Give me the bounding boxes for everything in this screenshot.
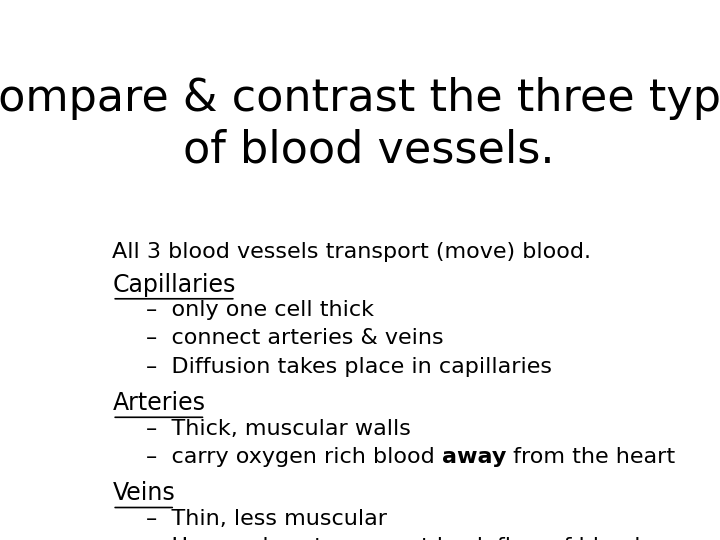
Text: Arteries: Arteries: [112, 391, 205, 415]
Text: away: away: [441, 447, 506, 467]
Text: –  only one cell thick: – only one cell thick: [145, 300, 374, 320]
Text: All 3 blood vessels transport (move) blood.: All 3 blood vessels transport (move) blo…: [112, 241, 591, 261]
Text: –  Thick, muscular walls: – Thick, muscular walls: [145, 418, 410, 438]
Text: –  Have valves to prevent back flow of blood: – Have valves to prevent back flow of bl…: [145, 537, 640, 540]
Text: Capillaries: Capillaries: [112, 273, 235, 296]
Text: –  Diffusion takes place in capillaries: – Diffusion takes place in capillaries: [145, 357, 552, 377]
Text: from the heart: from the heart: [506, 447, 675, 467]
Text: –  connect arteries & veins: – connect arteries & veins: [145, 328, 444, 348]
Text: Veins: Veins: [112, 482, 175, 505]
Text: Compare & contrast the three types
of blood vessels.: Compare & contrast the three types of bl…: [0, 77, 720, 172]
Text: –  Thin, less muscular: – Thin, less muscular: [145, 509, 387, 529]
Text: –  carry oxygen rich blood: – carry oxygen rich blood: [145, 447, 441, 467]
